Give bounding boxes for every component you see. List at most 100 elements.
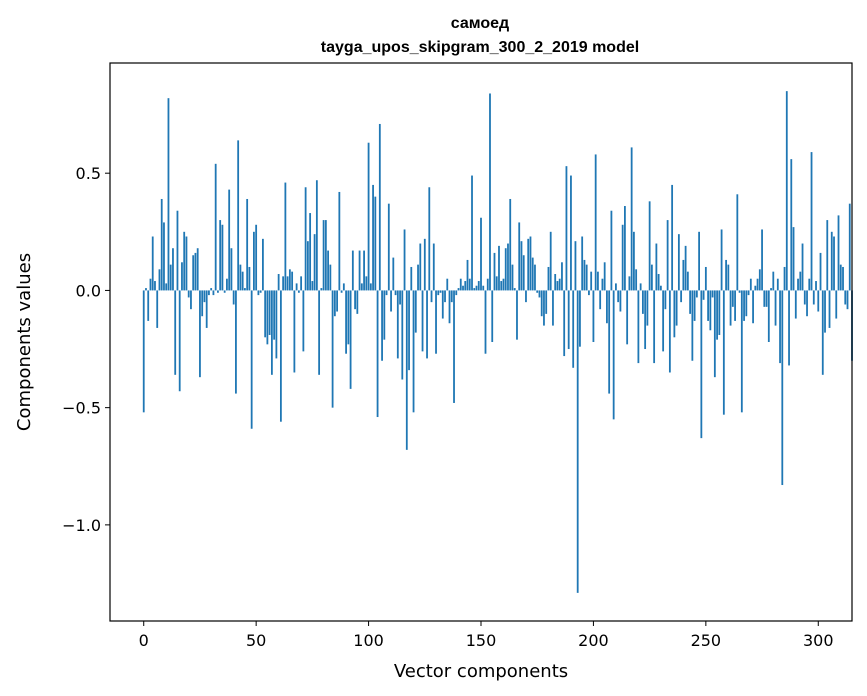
- bar-248: [700, 290, 703, 439]
- bar-153: [486, 278, 489, 291]
- bar-158: [498, 245, 500, 291]
- bar-273: [756, 278, 759, 291]
- bar-233: [666, 220, 669, 291]
- bar-289: [792, 227, 795, 291]
- bar-298: [812, 290, 815, 305]
- bar-142: [462, 285, 464, 291]
- bar-82: [327, 250, 329, 291]
- bar-45: [244, 288, 246, 291]
- bar-204: [601, 278, 604, 291]
- bar-98: [363, 250, 365, 291]
- bar-67: [293, 290, 296, 373]
- bar-211: [617, 290, 620, 303]
- bar-113: [396, 290, 399, 359]
- bar-32: [214, 163, 217, 291]
- bar-24: [196, 248, 199, 291]
- bar-311: [842, 266, 844, 291]
- bar-15: [176, 210, 179, 291]
- bar-175: [536, 290, 539, 293]
- y-axis: −1.0 −0.5 0.0 0.5: [62, 164, 110, 535]
- bar-29: [208, 290, 210, 296]
- bar-172: [529, 236, 532, 291]
- bar-120: [412, 290, 415, 413]
- bar-38: [228, 189, 231, 291]
- bar-74: [309, 213, 312, 291]
- bar-26: [201, 290, 204, 317]
- bar-22: [192, 255, 195, 291]
- bar-216: [628, 276, 631, 291]
- bar-257: [720, 229, 723, 291]
- bar-141: [459, 278, 462, 291]
- bar-191: [572, 290, 575, 368]
- bar-243: [689, 290, 692, 314]
- bar-137: [450, 290, 453, 303]
- bar-303: [824, 290, 826, 333]
- bar-246: [695, 290, 698, 298]
- bar-133: [441, 290, 444, 319]
- bar-42: [237, 140, 240, 291]
- bar-152: [484, 290, 487, 354]
- bar-170: [525, 290, 527, 303]
- bar-238: [677, 234, 680, 291]
- x-tick-label: 250: [691, 631, 722, 650]
- bar-31: [212, 290, 215, 296]
- bar-163: [509, 198, 512, 291]
- bar-78: [318, 290, 321, 375]
- bar-240: [682, 259, 685, 291]
- bar-263: [734, 290, 736, 321]
- bar-223: [644, 290, 647, 350]
- bar-269: [747, 290, 750, 296]
- bar-154: [489, 93, 491, 291]
- bar-262: [731, 290, 734, 307]
- bar-129: [432, 243, 435, 291]
- bar-207: [608, 290, 611, 394]
- y-tick-label: 0.0: [76, 281, 101, 300]
- chart-title: самоед: [451, 15, 509, 32]
- bar-195: [581, 236, 584, 291]
- bar-260: [727, 264, 730, 291]
- bar-50: [255, 224, 258, 291]
- bar-102: [372, 184, 374, 291]
- bar-160: [502, 278, 505, 291]
- bar-196: [583, 259, 586, 291]
- bar-81: [324, 220, 327, 291]
- bar-0: [142, 290, 145, 413]
- bar-61: [279, 290, 282, 422]
- bar-296: [808, 278, 811, 291]
- bar-80: [322, 220, 325, 291]
- bar-202: [597, 271, 599, 291]
- bar-314: [848, 203, 851, 291]
- bar-86: [336, 290, 338, 312]
- bar-231: [662, 290, 665, 352]
- bar-112: [394, 290, 397, 296]
- bar-234: [668, 290, 671, 373]
- bar-54: [264, 290, 267, 338]
- bar-146: [471, 175, 473, 291]
- bar-94: [354, 290, 356, 310]
- bar-181: [549, 231, 552, 291]
- bar-150: [480, 217, 482, 291]
- bar-119: [410, 266, 413, 291]
- bar-282: [776, 278, 779, 291]
- bar-221: [639, 283, 642, 291]
- bar-4: [151, 236, 154, 291]
- bar-206: [606, 290, 608, 324]
- bar-180: [547, 266, 550, 291]
- bar-41: [235, 290, 237, 394]
- bar-188: [565, 166, 568, 291]
- bar-73: [306, 241, 309, 291]
- bar-283: [779, 290, 781, 364]
- bar-245: [693, 290, 696, 321]
- bar-159: [500, 281, 503, 291]
- bar-105: [378, 123, 381, 291]
- bar-144: [466, 259, 469, 291]
- bar-229: [657, 274, 660, 291]
- x-axis: 0 50 100 150 200 250 300: [139, 621, 834, 650]
- bar-300: [817, 290, 820, 312]
- bar-34: [219, 220, 222, 291]
- bar-104: [376, 290, 379, 418]
- bar-132: [439, 290, 442, 293]
- bar-20: [187, 290, 190, 298]
- bar-214: [624, 206, 626, 291]
